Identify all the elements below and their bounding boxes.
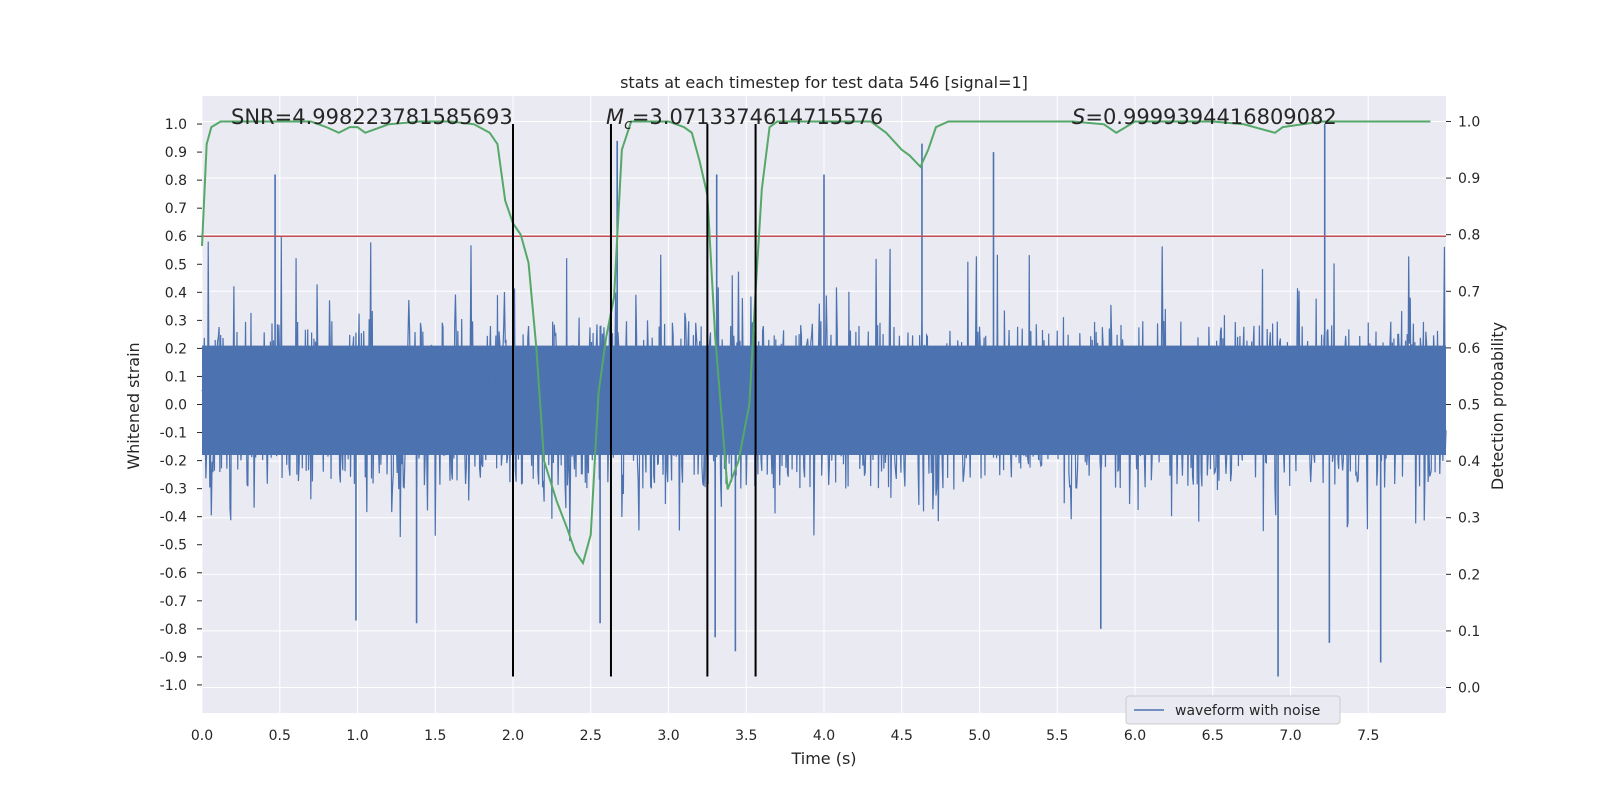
vertical-markers — [512, 124, 757, 677]
y-right-tick-label: 0.8 — [1458, 228, 1480, 244]
y-right-tick-label: 0.0 — [1458, 681, 1480, 697]
y-tick-labels: 1.0 0.9 0.8 0.7 0.6 0.5 0.4 0.3 0.2 0.1 0.0 -0.1 -0.… — [160, 117, 202, 694]
y-right-tick-label: 0.4 — [1458, 454, 1480, 470]
x-tick-label: 4.0 — [813, 728, 835, 744]
x-tick-label: 4.5 — [891, 728, 913, 744]
x-tick-label: 3.0 — [657, 728, 679, 744]
mc-value: =3.0713374614715576 — [632, 105, 883, 129]
y-right-tick-label: 0.2 — [1458, 567, 1480, 583]
y-tick-label: 0.2 — [165, 341, 187, 357]
y-right-tick-label: 0.6 — [1458, 341, 1480, 357]
x-tick-label: 1.0 — [346, 728, 368, 744]
mc-subscript: c — [624, 117, 632, 133]
y-tick-label: 0.1 — [165, 369, 187, 385]
probability-line — [201, 120, 1431, 566]
x-tick-label: 2.5 — [580, 728, 602, 744]
y-tick-label: 0.5 — [165, 257, 187, 273]
x-tick-label: 5.0 — [968, 728, 990, 744]
y-tick-label: -0.1 — [160, 426, 187, 442]
y-axis-label: Whitened strain — [124, 342, 143, 469]
y-tick-label: 0.8 — [165, 173, 187, 189]
y-right-tick-label: 0.9 — [1458, 171, 1480, 187]
y-right-tick-label: 0.7 — [1458, 284, 1480, 300]
x-tick-label: 7.0 — [1279, 728, 1301, 744]
y-right-tick-labels: 1.0 0.9 0.8 0.7 0.6 0.5 0.4 0.3 0.2 0.1 0.0 — [1446, 114, 1480, 697]
snr-annotation: SNR=4.998223781585693 — [231, 105, 513, 129]
legend-box — [1125, 695, 1341, 725]
mc-symbol: M — [606, 105, 624, 129]
y-tick-label: 0.3 — [165, 313, 187, 329]
y-tick-label: -0.7 — [160, 594, 187, 610]
x-tick-label: 5.5 — [1046, 728, 1068, 744]
x-axis-label: Time (s) — [790, 749, 856, 768]
y-tick-label: 1.0 — [165, 117, 187, 133]
probability-series — [201, 120, 1431, 566]
y-tick-label: 0.4 — [165, 285, 187, 301]
y-tick-label: 0.6 — [165, 229, 187, 245]
y-tick-label: -1.0 — [160, 678, 187, 694]
x-tick-label: 3.5 — [735, 728, 757, 744]
y-tick-label: -0.2 — [160, 454, 187, 470]
x-tick-labels: 0.0 0.5 1.0 1.5 2.0 2.5 3.0 3.5 4.0 4.5 5.0 5.5 6.0 6… — [191, 728, 1380, 744]
y-tick-label: -0.9 — [160, 650, 187, 666]
y-tick-label: -0.5 — [160, 538, 187, 554]
y-right-axis-label: Detection probability — [1488, 322, 1507, 490]
y-tick-label: -0.6 — [160, 566, 187, 582]
s-symbol: S — [1072, 105, 1085, 129]
legend-label: waveform with noise — [1175, 703, 1320, 719]
chart-title: stats at each timestep for test data 546… — [620, 73, 1028, 92]
s-annotation: S=0.9999394416809082 — [1072, 105, 1337, 129]
x-tick-label: 7.5 — [1357, 728, 1379, 744]
y-tick-label: 0.0 — [165, 398, 187, 414]
x-tick-label: 1.5 — [424, 728, 446, 744]
legend: waveform with noise — [1125, 695, 1341, 725]
y-tick-label: 0.7 — [165, 201, 187, 217]
y-tick-label: -0.3 — [160, 482, 187, 498]
x-tick-label: 6.0 — [1124, 728, 1146, 744]
mc-annotation: Mc=3.0713374614715576 — [606, 105, 883, 133]
y-right-tick-label: 1.0 — [1458, 114, 1480, 130]
waveform-series — [201, 124, 1447, 677]
s-value: =0.9999394416809082 — [1085, 105, 1336, 129]
x-tick-label: 2.0 — [502, 728, 524, 744]
x-tick-label: 0.5 — [269, 728, 291, 744]
x-tick-label: 6.5 — [1202, 728, 1224, 744]
y-right-tick-label: 0.3 — [1458, 511, 1480, 527]
x-tick-label: 0.0 — [191, 728, 213, 744]
y-right-tick-label: 0.1 — [1458, 624, 1480, 640]
y-right-tick-label: 0.5 — [1458, 398, 1480, 414]
y-tick-label: -0.8 — [160, 622, 187, 638]
y-tick-label: -0.4 — [160, 510, 187, 526]
y-tick-label: 0.9 — [165, 145, 187, 161]
